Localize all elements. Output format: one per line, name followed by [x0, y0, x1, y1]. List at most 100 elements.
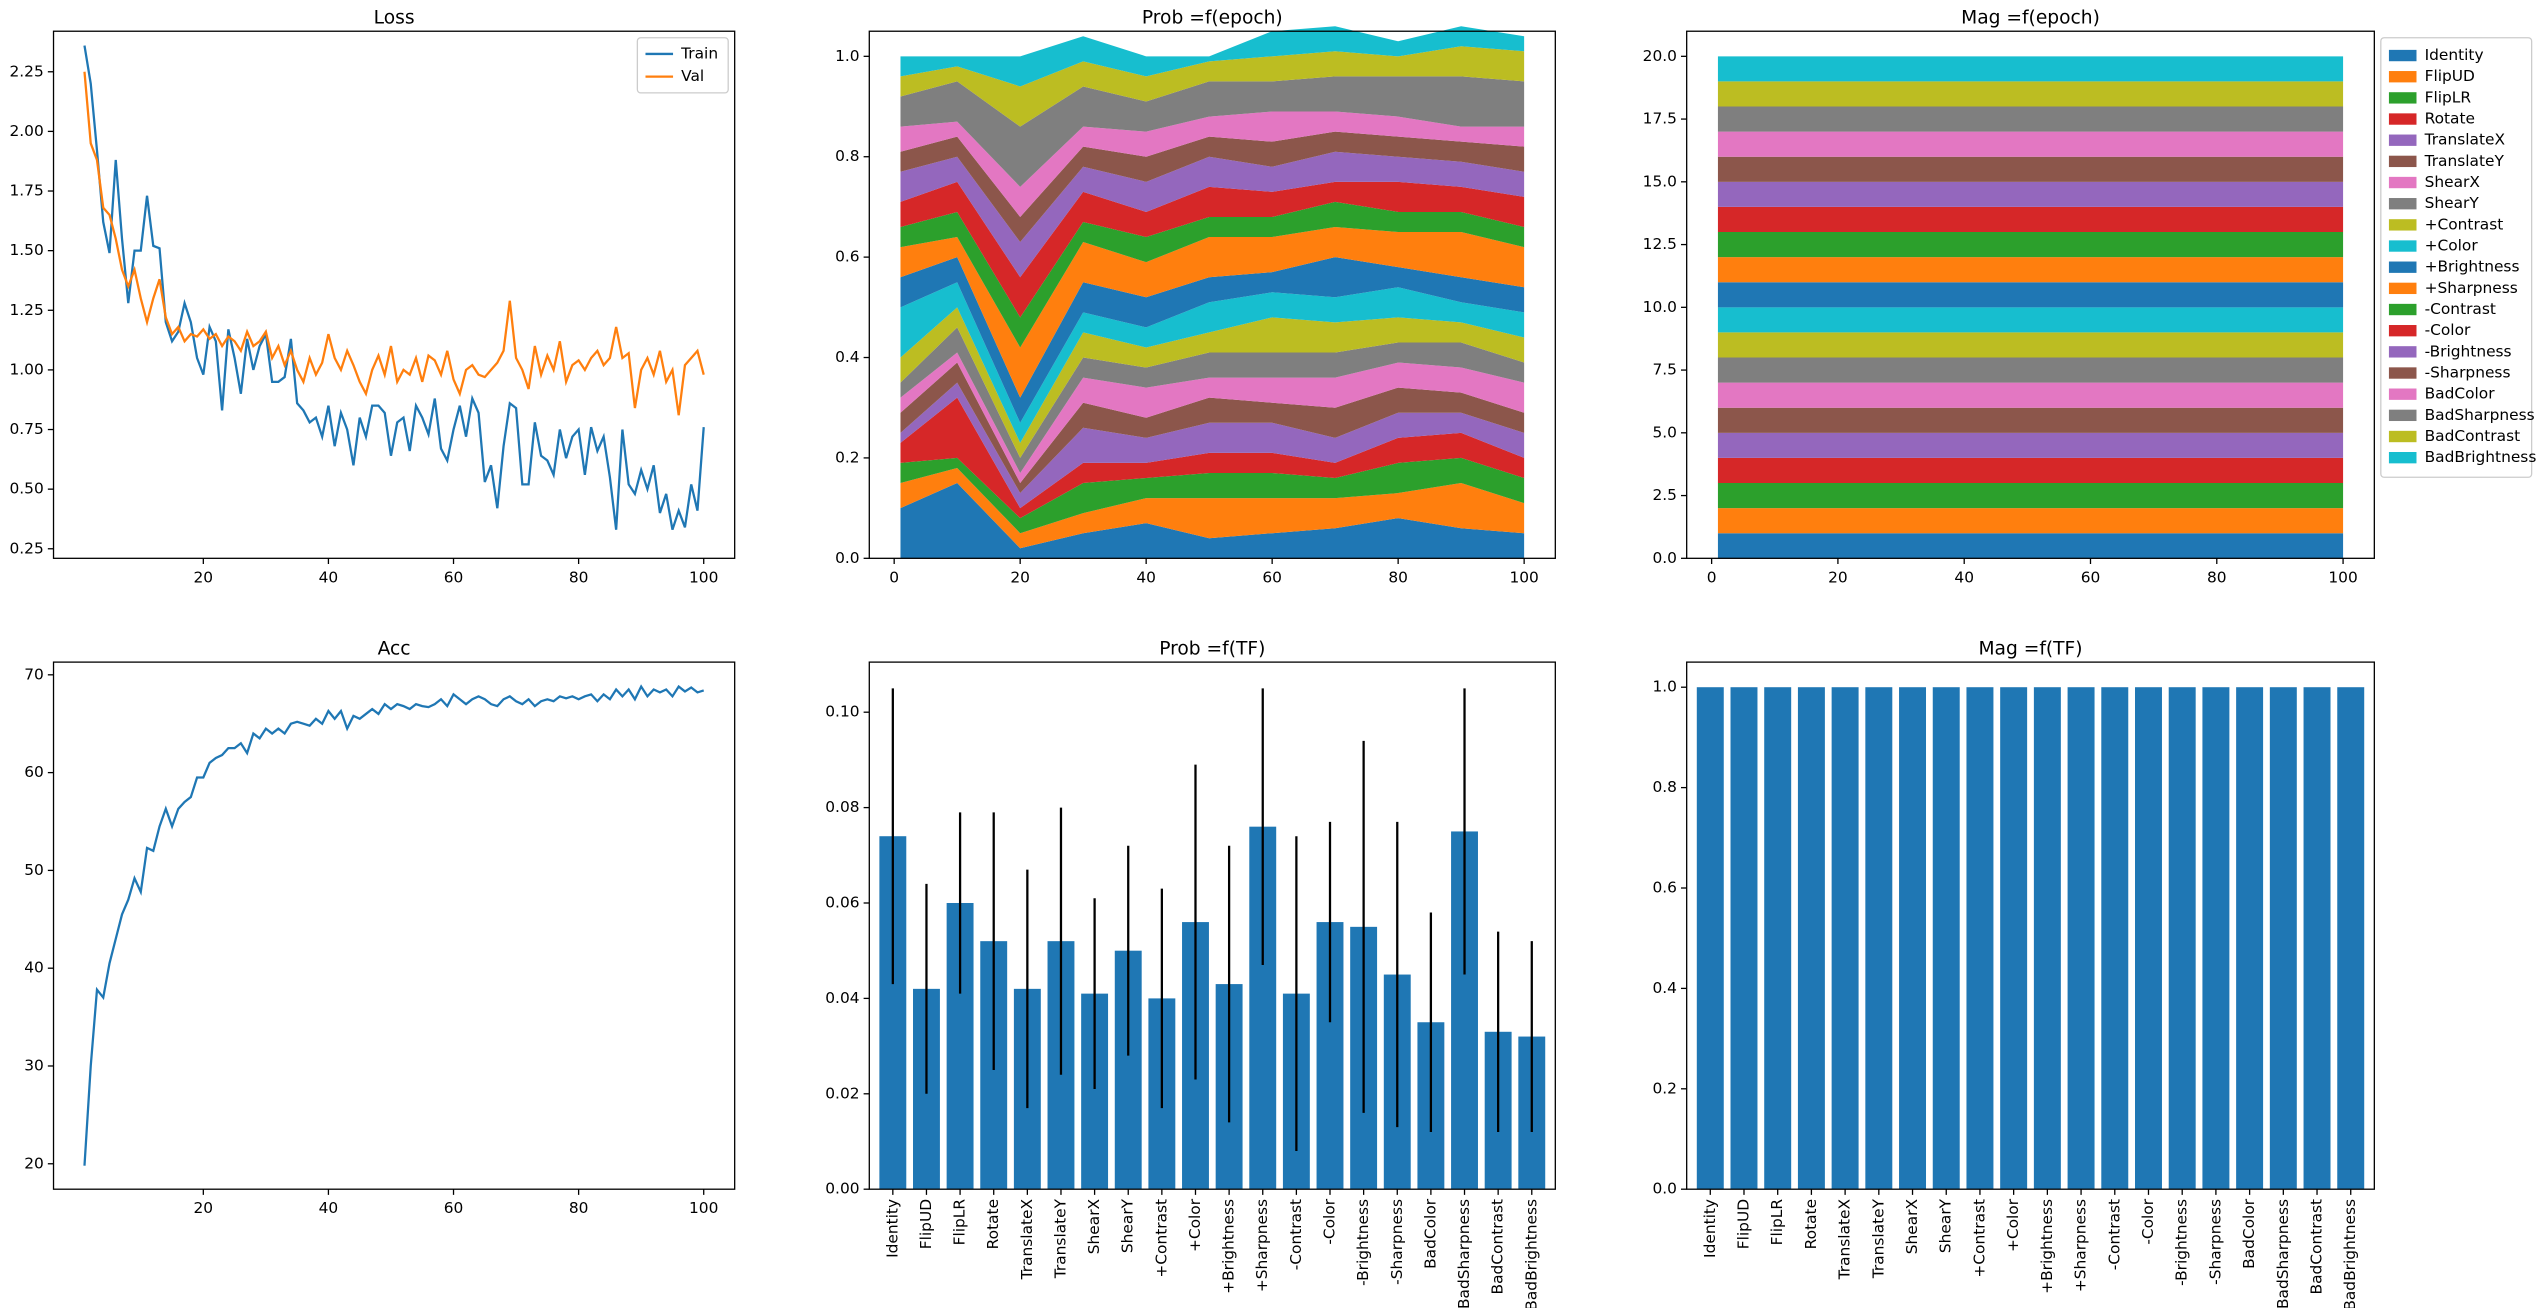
chart-title: Mag =f(TF)	[1978, 639, 2082, 660]
x-tick-label: 40	[1954, 568, 1974, 586]
stack-area	[900, 307, 1525, 458]
y-tick-label: 17.5	[1643, 110, 1677, 128]
legend-box	[636, 37, 729, 94]
x-tick-label: BadSharpness	[2274, 1199, 2292, 1308]
legend-swatch	[2388, 240, 2417, 252]
legend-label: -Color	[2425, 321, 2471, 339]
x-tick-label: -Brightness	[2173, 1199, 2191, 1286]
chart-panel: Acc 20 30 40 50 60 70 20 40 60 80 100	[24, 639, 736, 1217]
chart-title: Acc	[378, 639, 411, 660]
stack-area	[900, 457, 1525, 534]
y-tick-label: 1.50	[10, 241, 44, 259]
y-tick-label: 0.06	[825, 893, 859, 911]
y-tick-label: 1.25	[10, 301, 44, 319]
axes-frame	[52, 661, 736, 1190]
legend-label: TranslateX	[2424, 131, 2506, 149]
x-tick-label: Rotate	[984, 1199, 1002, 1249]
stack-area	[1717, 131, 2344, 157]
y-tick-label: 1.0	[1652, 678, 1676, 696]
x-tick-label: ShearY	[1937, 1198, 1955, 1253]
stack-area	[900, 467, 1525, 549]
x-tick-label: 0	[1707, 568, 1717, 586]
stack-area	[900, 151, 1525, 278]
x-tick-label: BadColor	[1421, 1198, 1439, 1269]
x-tick-label: 100	[689, 568, 718, 586]
chart-title: Prob =f(epoch)	[1142, 8, 1283, 29]
y-tick-label: 15.0	[1643, 172, 1677, 190]
stack-area	[900, 327, 1525, 473]
x-tick-label: -Contrast	[2105, 1199, 2123, 1270]
y-tick-label: 12.5	[1643, 235, 1677, 253]
legend-swatch	[2388, 303, 2417, 316]
stack-area	[1717, 357, 2344, 383]
legend-swatch	[2388, 430, 2417, 443]
legend-swatch	[2388, 155, 2417, 168]
y-tick-label: 0.25	[10, 539, 44, 557]
bar	[2236, 687, 2264, 1190]
y-tick-label: 0.75	[10, 420, 44, 438]
legend-label: -Sharpness	[2425, 364, 2511, 382]
x-tick-label: 40	[1136, 568, 1156, 586]
x-tick-label: TranslateX	[1836, 1198, 1854, 1280]
legend-swatch	[2388, 71, 2417, 83]
legend-label: BadBrightness	[2425, 448, 2537, 466]
y-tick-label: 0.0	[835, 549, 859, 567]
x-tick-label: FlipUD	[1734, 1199, 1752, 1249]
y-tick-label: 0.6	[835, 248, 859, 266]
legend-swatch	[2388, 409, 2417, 422]
bar	[2101, 687, 2129, 1190]
y-tick-label: 30	[24, 1056, 44, 1074]
x-tick-label: +Sharpness	[1253, 1199, 1271, 1292]
stack-area	[900, 111, 1525, 217]
bar	[1696, 687, 1724, 1190]
y-tick-label: 1.0	[835, 47, 859, 65]
legend-swatch	[2388, 388, 2417, 400]
stack-area	[1717, 508, 2344, 534]
stack-area	[1717, 407, 2344, 433]
x-tick-label: ShearX	[1903, 1198, 1921, 1254]
x-tick-label: FlipLR	[1768, 1199, 1786, 1246]
chart-title: Loss	[374, 8, 415, 29]
x-tick-label: +Brightness	[2038, 1199, 2056, 1294]
bar	[1797, 687, 1825, 1190]
x-tick-label: 20	[1010, 568, 1030, 586]
x-tick-label: 100	[1509, 568, 1538, 586]
stack-area	[1717, 56, 2344, 82]
x-tick-label: 80	[2207, 568, 2227, 586]
legend-label: +Contrast	[2425, 215, 2504, 233]
legend-label: ShearY	[2425, 194, 2480, 212]
bar	[1730, 687, 1758, 1190]
legend-label: Rotate	[2425, 110, 2475, 128]
x-tick-label: -Sharpness	[1388, 1199, 1406, 1285]
x-tick-label: 40	[319, 568, 339, 586]
x-tick-label: TranslateY	[1869, 1198, 1887, 1279]
stack-area	[1717, 332, 2344, 358]
x-tick-label: BadContrast	[2308, 1199, 2326, 1295]
x-tick-label: 20	[194, 1199, 214, 1217]
x-tick-label: 100	[2328, 568, 2357, 586]
legend-swatch	[2388, 346, 2417, 358]
y-tick-label: 40	[24, 959, 44, 977]
legend-label: +Brightness	[2425, 258, 2520, 276]
axes-frame	[868, 30, 1556, 559]
y-tick-label: 2.00	[10, 122, 44, 140]
legend-swatch	[2388, 198, 2417, 210]
legend-label: Train	[680, 44, 718, 62]
y-tick-label: 20	[24, 1154, 44, 1172]
y-tick-label: 0.04	[825, 989, 859, 1007]
x-tick-label: -Brightness	[1354, 1199, 1372, 1286]
y-tick-label: 0.02	[825, 1084, 859, 1102]
chart-panel: Mag =f(epoch) 0.0 2.5 5.0 7.5 10.0 12.5 15.0 17.…	[1643, 8, 2537, 587]
y-tick-label: 2.5	[1652, 486, 1676, 504]
stack-area	[1717, 106, 2344, 132]
y-tick-label: 5.0	[1652, 423, 1676, 441]
bar	[1831, 687, 1859, 1190]
stack-area	[1717, 307, 2344, 333]
axes-frame	[1686, 661, 2375, 1190]
bar	[2135, 687, 2162, 1190]
stack-area	[1717, 181, 2344, 207]
x-tick-label: -Color	[1321, 1198, 1339, 1244]
bar	[2000, 687, 2028, 1190]
stack-area	[1717, 257, 2344, 283]
